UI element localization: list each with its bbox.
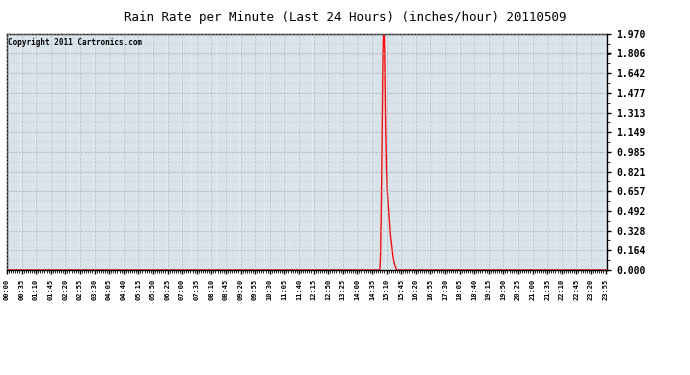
Text: Rain Rate per Minute (Last 24 Hours) (inches/hour) 20110509: Rain Rate per Minute (Last 24 Hours) (in…	[124, 11, 566, 24]
Text: Copyright 2011 Cartronics.com: Copyright 2011 Cartronics.com	[8, 39, 142, 48]
